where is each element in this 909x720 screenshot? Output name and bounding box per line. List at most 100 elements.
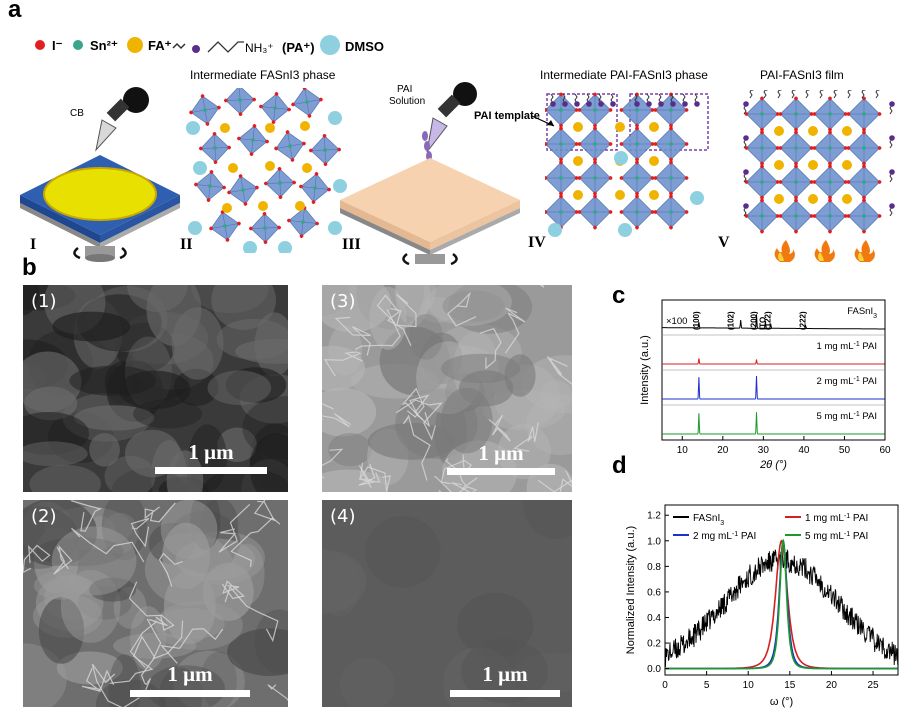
iodide-atom [209,170,214,174]
grain-boundary [395,399,443,441]
iodide-atom [574,108,579,112]
pa-ligand [550,93,556,107]
tin-atom [760,146,764,150]
octahedron [287,206,319,238]
iodide-atom [812,146,817,150]
y-axis-label: Intensity (a.u.) [639,335,651,405]
pa-ligand [562,93,568,107]
panel-d-letter: d [612,452,627,479]
iodide-atom [760,161,764,166]
iodide-atom [635,157,639,162]
grain-boundary [221,580,245,600]
plot-frame [664,504,899,676]
pa-ligand [743,169,749,183]
iodide-atom [545,142,548,146]
iodide-atom [809,112,814,116]
octahedron [846,96,882,132]
pa-ligand [682,93,688,107]
iodide-atom [265,139,269,144]
xrd-series-line [662,314,885,330]
tin-atom [862,180,866,184]
iodide-atom [760,130,764,135]
fa-legend-dot [127,37,143,53]
grain-boundary [488,414,511,442]
iodide-atom [307,114,312,118]
peak-annotation: ITO [758,317,767,330]
pa-ligand [743,135,749,149]
tin-atom [559,210,563,214]
tin-atom [212,146,217,150]
grain-boundary [504,307,526,354]
iodide-atom [669,123,673,128]
xrd-series-label: 5 mg mL-1 PAI [817,411,877,423]
octahedron [778,198,814,234]
pa-ligand [889,169,895,183]
dropper-icon [426,82,477,153]
iodide-atom [209,226,213,231]
tin-atom [559,142,563,146]
iodide-atom [794,96,798,101]
iodide-atom [277,225,281,230]
iodide-legend-label: I⁻ [52,38,63,53]
grain-boundary [445,458,478,490]
grain-boundary [479,327,502,370]
pa-ligand [791,90,796,99]
tin-atom [263,226,267,230]
iodide-atom [877,180,882,184]
iodide-atom [828,164,832,169]
fa-cation [222,203,232,213]
octahedron [577,194,613,230]
iodide-atom [760,127,764,132]
pa-legend-zigzag [172,42,186,50]
grain [322,387,377,437]
iodide-atom [775,112,780,116]
iodide-atom [559,191,563,196]
iodide-atom [559,123,563,128]
scale-bar-3 [447,468,555,475]
grain-boundary [71,500,103,532]
fa-cation [842,126,852,136]
octahedron [653,194,689,230]
grain [497,423,551,480]
grain-boundary [71,527,145,563]
iodide-atom [778,180,783,184]
x-tick-label: 10 [677,445,689,456]
octahedron [299,172,331,204]
pa-ligand [777,90,782,99]
fa-cation [300,121,310,131]
grain-boundary [144,502,176,523]
fa-cation [573,190,583,200]
grain [249,433,288,492]
iodide-atom [243,202,248,206]
xrd-series-label: 2 mg mL-1 PAI [817,376,877,388]
tin-atom [669,210,673,214]
stage-iii-label: III [342,236,361,253]
tin-atom [278,181,282,185]
octahedron [653,126,689,162]
fa-legend-label: FA⁺ [148,38,172,53]
sem-label-3: (3) [330,291,356,312]
octahedron [778,164,814,200]
iodide-atom [619,108,624,112]
iodide-atom [635,160,639,165]
octahedron [209,210,241,242]
pa-ligand [743,101,749,115]
iodide-atom [337,147,341,152]
grain [207,370,272,406]
iodide-atom [559,126,563,131]
grain-boundary [323,351,363,377]
panel-b-letter: b [22,254,37,281]
stage-v-title: PAI-FASnI3 film [760,68,844,82]
pa-ligand [658,93,664,107]
fa-cation [774,160,784,170]
sem-label-1: (1) [31,291,57,312]
tin-atom [593,176,597,180]
grain [23,441,88,467]
octahedron [653,160,689,196]
y-tick-label: 1.0 [647,536,661,547]
pa-formula: NH₃⁺ [245,41,274,55]
x-axis-label: ω (°) [770,696,793,708]
iodide-atom [299,234,304,238]
iodide-atom [299,184,303,189]
tin-atom [273,106,277,110]
